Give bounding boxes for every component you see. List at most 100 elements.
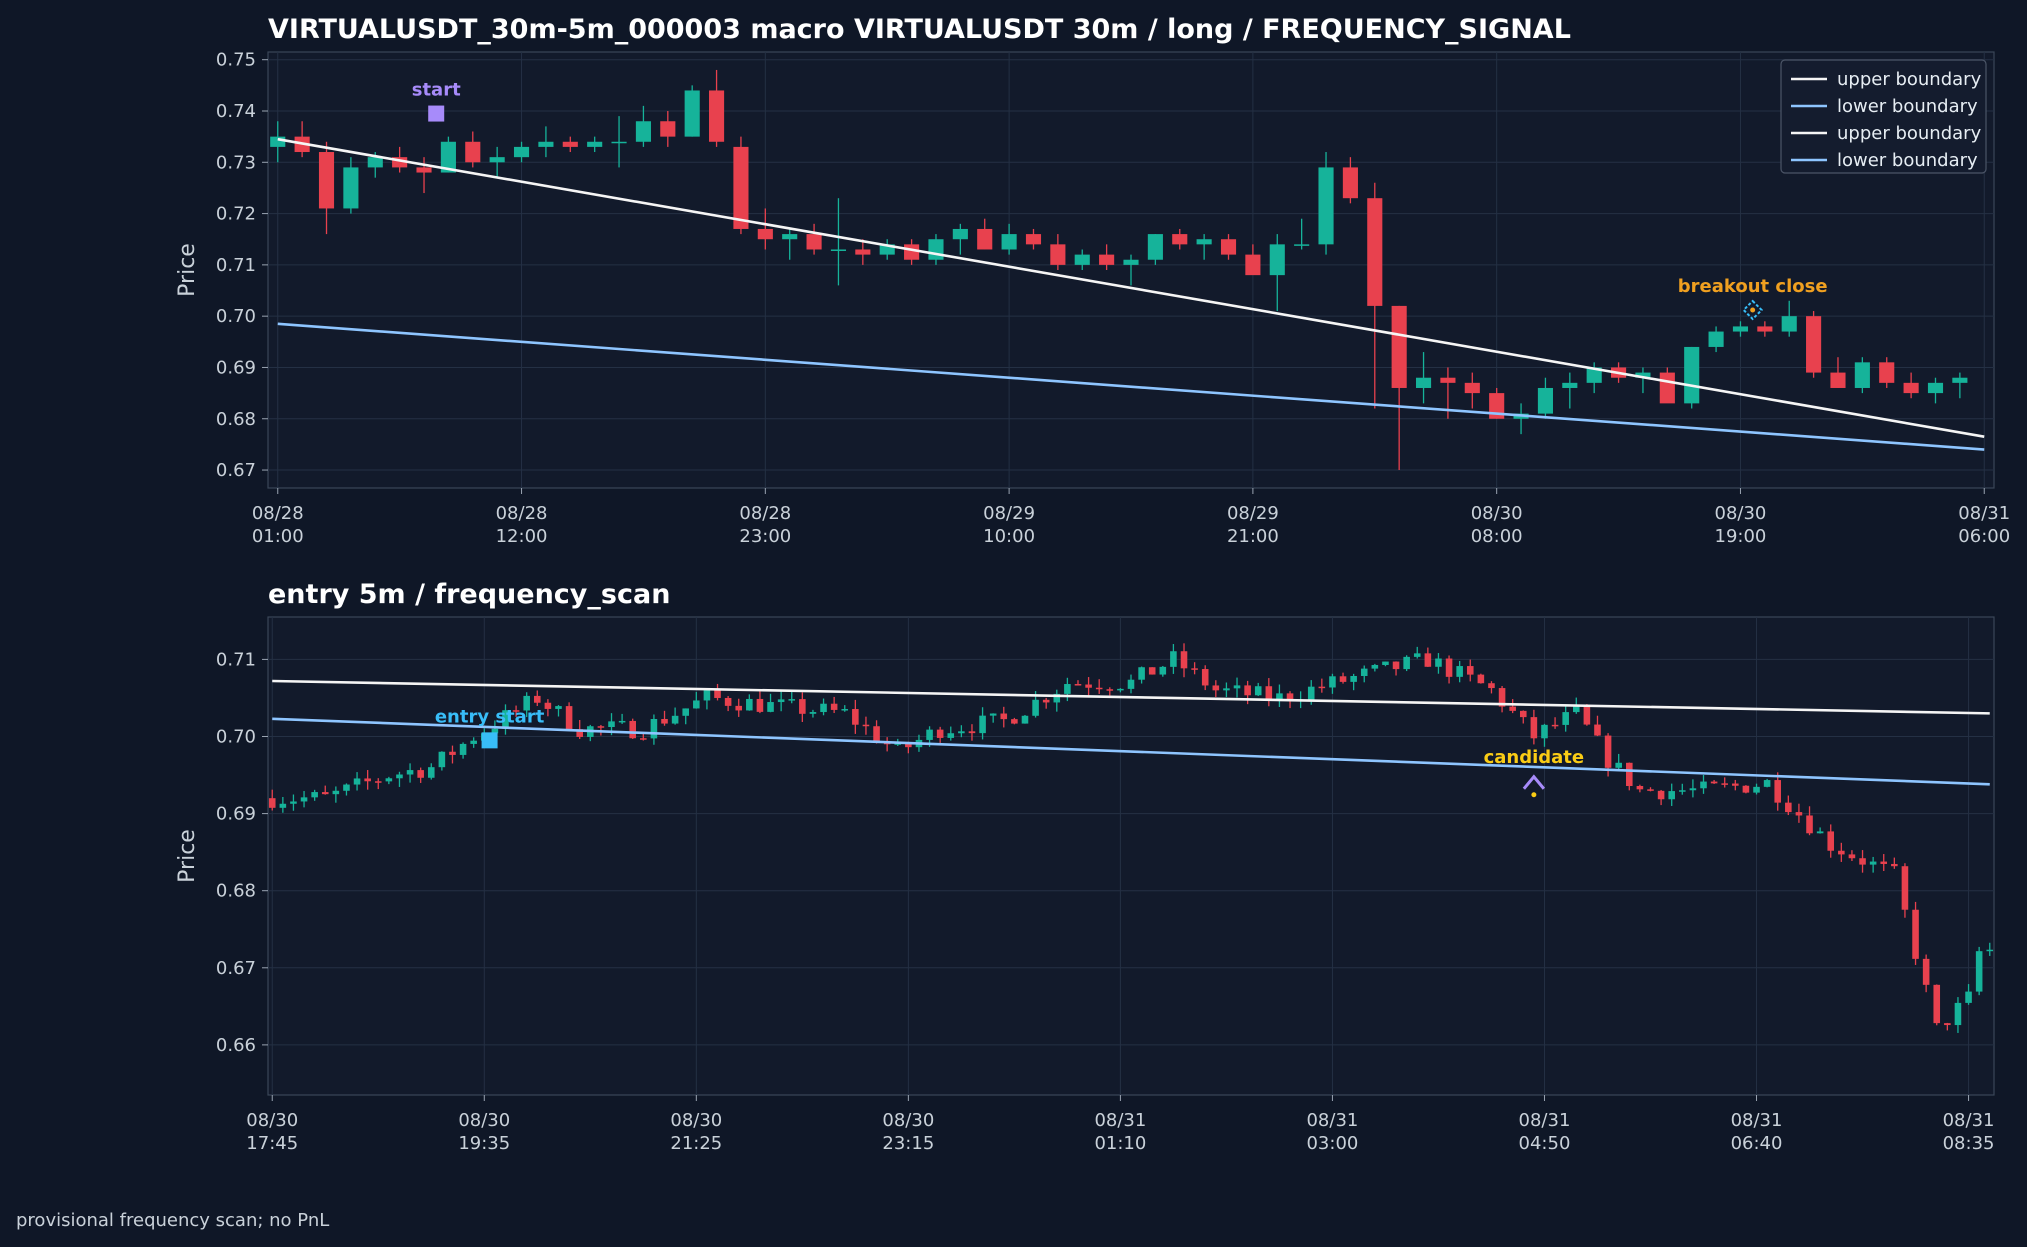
- y-tick-label: 0.68: [216, 409, 256, 430]
- candle-body: [1244, 685, 1251, 696]
- x-tick-label: 08/30: [882, 1110, 934, 1131]
- candle-body: [1785, 802, 1792, 813]
- candle-body: [1456, 666, 1463, 677]
- y-tick-label: 0.68: [216, 881, 256, 902]
- candle-body: [1050, 244, 1066, 265]
- candle-body: [1848, 854, 1856, 859]
- candle-body: [1053, 693, 1061, 703]
- x-tick-label: 08/28: [496, 503, 548, 524]
- candle-body: [321, 792, 329, 795]
- candle-body: [1435, 658, 1442, 667]
- candle-body: [1700, 781, 1707, 789]
- candle-body: [1180, 651, 1188, 669]
- candle-body: [1191, 668, 1198, 670]
- candle-body: [904, 244, 920, 260]
- x-tick-label: 08/30: [1715, 503, 1767, 524]
- candle-body: [650, 719, 658, 739]
- candle-body: [1604, 735, 1612, 768]
- candle-body: [1659, 372, 1675, 404]
- candle-body: [565, 706, 573, 730]
- annotation-marker: [1742, 299, 1764, 321]
- candle-body: [1965, 991, 1972, 1003]
- candle-body: [1594, 724, 1601, 736]
- candle-body: [459, 743, 467, 755]
- candle-body: [1626, 762, 1633, 787]
- chart-title: VIRTUALUSDT_30m-5m_000003 macro VIRTUALU…: [268, 14, 1571, 45]
- candle-body: [438, 751, 446, 768]
- candle-body: [1806, 316, 1822, 373]
- candle-body: [862, 724, 870, 727]
- candle-body: [1392, 661, 1400, 670]
- legend: upper boundary lower boundary upper bounda…: [1780, 59, 1987, 174]
- x-tick-label: 08/28: [739, 503, 791, 524]
- candle-body: [1541, 724, 1548, 739]
- candle-body: [406, 770, 414, 775]
- candle-body: [374, 781, 382, 783]
- candle-body: [1901, 866, 1909, 910]
- candle-body: [1657, 790, 1665, 800]
- legend-label: upper boundary: [1837, 69, 1982, 90]
- annotation-star: [1750, 307, 1756, 313]
- candle-body: [544, 702, 552, 709]
- x-tick-label: 08/31: [1094, 1110, 1146, 1131]
- candle-body: [489, 157, 505, 163]
- candle-body: [367, 157, 383, 168]
- x-tick-label: 12:00: [496, 526, 548, 547]
- y-tick-label: 0.66: [216, 1035, 256, 1056]
- candle-body: [1684, 346, 1700, 404]
- candle-body: [1757, 326, 1773, 332]
- candle-body: [1927, 382, 1944, 394]
- footnote: provisional frequency scan; no PnL: [16, 1210, 330, 1231]
- legend-label: lower boundary: [1837, 96, 1978, 117]
- candle-body: [1391, 305, 1407, 388]
- candle-body: [629, 720, 636, 739]
- annotation-marker: [428, 105, 445, 122]
- candle-body: [1530, 717, 1538, 739]
- x-tick-label: 08/31: [1731, 1110, 1783, 1131]
- y-tick-label: 0.72: [216, 204, 256, 225]
- candle-body: [1021, 715, 1029, 724]
- candle-body: [1329, 676, 1336, 688]
- upper-boundary-line: [272, 679, 1990, 715]
- chart-title: entry 5m / frequency_scan: [268, 579, 670, 610]
- lower-boundary-line: [272, 717, 1990, 786]
- candle-body: [1774, 780, 1782, 803]
- candle-body: [1339, 676, 1347, 682]
- candle-body: [502, 710, 509, 729]
- candle-body: [756, 698, 764, 712]
- x-tick-label: 01:10: [1094, 1133, 1146, 1154]
- candle-body: [693, 700, 700, 709]
- candle-body: [952, 228, 968, 240]
- candle-body: [1170, 651, 1177, 667]
- candle-body: [1933, 984, 1941, 1024]
- candle-body: [1880, 861, 1888, 864]
- candle-body: [1254, 686, 1262, 696]
- candle-body: [392, 157, 408, 168]
- upper-boundary-line: [277, 137, 1985, 438]
- candle-body: [364, 778, 371, 782]
- y-tick-label: 0.75: [216, 50, 256, 71]
- candle-body: [936, 729, 944, 738]
- candle-body: [416, 167, 432, 173]
- candle-body: [512, 710, 520, 712]
- candle-body: [385, 778, 393, 782]
- candle-body: [1975, 951, 1983, 992]
- candle-body: [724, 697, 732, 706]
- y-tick-label: 0.71: [216, 649, 256, 670]
- candle-body: [1763, 780, 1771, 787]
- candle-body: [746, 698, 753, 711]
- x-tick-label: 06:00: [1958, 526, 2010, 547]
- candle-body: [1307, 686, 1315, 700]
- candle-body: [1117, 688, 1124, 691]
- candle-body: [353, 778, 361, 785]
- candle-body: [1095, 687, 1103, 690]
- x-tick-label: 23:15: [882, 1133, 934, 1154]
- annotation-marker: [1522, 774, 1546, 790]
- candle-body: [1360, 668, 1368, 676]
- x-tick-label: 23:00: [739, 526, 791, 547]
- y-tick-label: 0.74: [216, 101, 256, 122]
- candle-body: [417, 770, 424, 778]
- candle-body: [576, 729, 583, 737]
- candle-body: [1212, 685, 1220, 691]
